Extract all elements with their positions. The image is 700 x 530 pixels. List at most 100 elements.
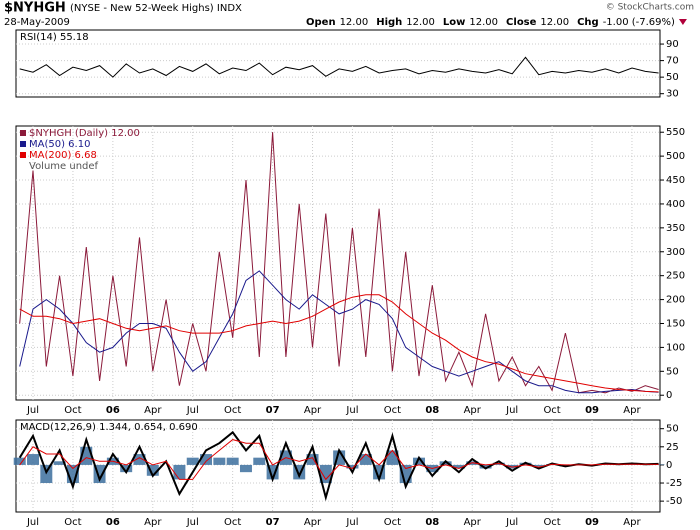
x-tick-label: Oct — [64, 517, 81, 528]
y-tick-label: -25 — [666, 478, 682, 489]
x-tick-label: Jul — [26, 517, 39, 528]
legend: RSI(14) 55.18 — [20, 32, 89, 43]
legend-swatch — [20, 152, 26, 158]
histogram-bar — [359, 454, 372, 465]
histogram-bar — [93, 464, 106, 484]
quote-label: High — [376, 17, 402, 28]
legend-entry: MA(200) 6.68 — [29, 150, 97, 161]
histogram-bar — [133, 454, 146, 465]
y-tick-label: 150 — [666, 318, 685, 329]
quote-value: 12.00 — [469, 17, 498, 28]
copyright: © StockCharts.com — [606, 3, 694, 13]
quote-label: Chg — [577, 17, 599, 28]
legend: MACD(12,26,9) 1.344, 0.654, 0.690 — [20, 422, 198, 433]
x-tick-label: Apr — [464, 405, 482, 416]
y-tick-label: 350 — [666, 223, 685, 234]
y-tick-label: 200 — [666, 295, 685, 306]
histogram-bar — [186, 457, 199, 465]
x-tick-label: 08 — [425, 405, 439, 416]
quote-label: Low — [443, 17, 465, 28]
histogram-bar — [239, 464, 252, 473]
quote-value: 12.00 — [540, 17, 569, 28]
series-line — [19, 56, 659, 78]
y-tick-label: 50 — [666, 424, 679, 435]
y-tick-label: 250 — [666, 271, 685, 282]
histogram-bar — [200, 454, 213, 465]
y-tick-label: 0 — [666, 390, 672, 401]
y-tick-label: 50 — [666, 72, 679, 83]
y-tick-label: 0 — [666, 460, 672, 471]
x-tick-label: Jul — [186, 405, 199, 416]
date: 28-May-2009 — [4, 17, 70, 28]
x-tick-label: Jul — [186, 517, 199, 528]
series-line — [18, 430, 659, 502]
x-tick-label: Apr — [144, 517, 162, 528]
histogram-bar — [386, 450, 399, 465]
legend-swatch — [20, 130, 26, 136]
x-tick-label: 08 — [425, 517, 439, 528]
histogram-bar — [306, 454, 319, 465]
x-tick-label: Apr — [304, 405, 322, 416]
x-tick-label: Apr — [623, 517, 641, 528]
y-tick-label: 550 — [666, 127, 685, 138]
histogram-bar — [66, 464, 79, 484]
histogram-bar — [173, 464, 186, 480]
histogram-bar — [146, 464, 159, 476]
histogram-bar — [266, 464, 279, 480]
x-tick-label: 06 — [106, 405, 120, 416]
quote-value: 12.00 — [340, 17, 369, 28]
histogram-bar — [373, 464, 386, 480]
x-tick-label: Oct — [543, 405, 560, 416]
histogram-bar — [226, 457, 239, 465]
y-tick-label: 450 — [666, 175, 685, 186]
y-tick-label: 30 — [666, 89, 679, 100]
symbol: $NYHGH — [4, 1, 66, 16]
histogram-bar — [333, 450, 346, 465]
x-tick-label: Apr — [464, 517, 482, 528]
histogram-bar — [413, 457, 425, 465]
x-tick-label: Oct — [224, 517, 241, 528]
legend-swatch — [20, 141, 26, 147]
y-tick-label: 70 — [666, 56, 679, 67]
histogram-bar — [346, 464, 359, 469]
histogram-bar — [532, 464, 545, 467]
y-tick-label: 25 — [666, 442, 679, 453]
x-tick-label: Jul — [345, 517, 358, 528]
histogram-bar — [80, 446, 93, 465]
histogram-bar — [27, 454, 39, 465]
y-tick-label: 100 — [666, 342, 685, 353]
x-tick-label: Oct — [543, 517, 560, 528]
quote-value: 12.00 — [406, 17, 435, 28]
histogram-bar — [253, 457, 266, 465]
y-tick-label: 300 — [666, 247, 685, 258]
x-tick-label: Oct — [384, 405, 401, 416]
x-tick-label: Apr — [623, 405, 641, 416]
x-tick-label: Apr — [144, 405, 162, 416]
x-tick-label: 07 — [266, 517, 280, 528]
y-tick-label: 500 — [666, 151, 685, 162]
x-tick-label: Apr — [304, 517, 322, 528]
chg-arrow — [678, 19, 687, 25]
y-tick-label: 90 — [666, 39, 679, 50]
description: (NYSE - New 52-Week Highs) INDX — [70, 3, 242, 14]
histogram-bar — [13, 457, 26, 465]
series-line — [19, 270, 659, 394]
histogram-bar — [399, 464, 412, 484]
y-tick-label: 50 — [666, 366, 679, 377]
series-line — [19, 132, 659, 394]
quote-value: -1.00 (-7.69%) — [603, 17, 675, 28]
x-tick-label: 09 — [585, 517, 599, 528]
histogram-bar — [120, 464, 133, 473]
y-tick-label: -50 — [666, 496, 682, 507]
quote-label: Close — [506, 17, 537, 28]
legend-entry: MA(50) 6.10 — [29, 139, 90, 150]
legend-entry: Volume undef — [29, 161, 99, 172]
x-tick-label: Oct — [224, 405, 241, 416]
x-tick-label: Jul — [505, 405, 518, 416]
quote-label: Open — [306, 17, 336, 28]
x-tick-label: Jul — [505, 517, 518, 528]
histogram-bar — [293, 464, 306, 480]
x-tick-label: 06 — [106, 517, 120, 528]
histogram-bar — [53, 461, 66, 465]
